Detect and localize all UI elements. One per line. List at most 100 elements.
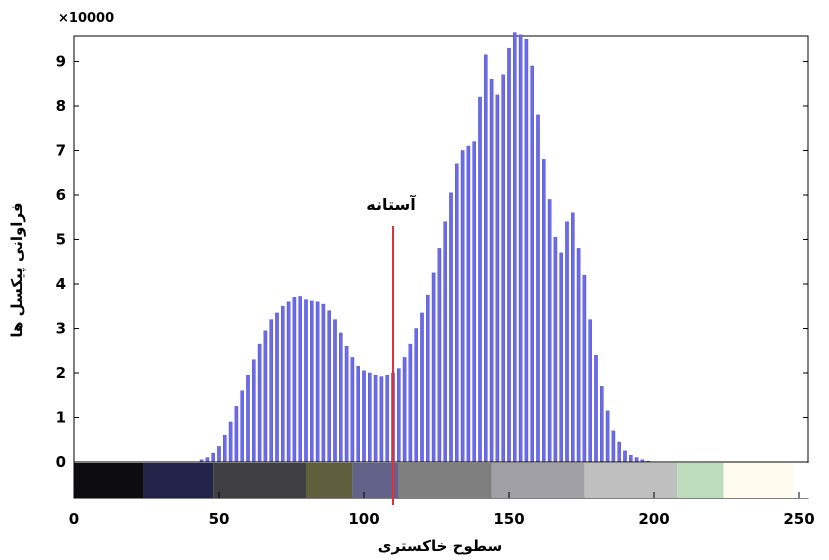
histogram-bar <box>327 310 332 463</box>
histogram-bar <box>286 301 291 463</box>
histogram-bar <box>507 47 511 463</box>
colorbar-segment <box>723 463 794 498</box>
y-tick-label: 9 <box>56 53 66 71</box>
histogram-bar <box>547 199 552 463</box>
histogram-bar <box>269 319 274 463</box>
gray-level-colorbar <box>74 463 814 498</box>
colorbar-segment <box>677 463 724 498</box>
colorbar-segment <box>584 463 678 498</box>
histogram-bar <box>217 446 221 463</box>
histogram-bar <box>251 359 256 463</box>
x-tick-label: 200 <box>638 510 669 528</box>
histogram-bar <box>518 34 523 463</box>
histogram-bar <box>571 212 575 463</box>
histogram-bar <box>356 366 361 463</box>
histogram-bar <box>472 141 477 463</box>
x-tick-label: 150 <box>493 510 524 528</box>
x-tick-label: 50 <box>209 510 230 528</box>
histogram-bar <box>228 421 233 463</box>
histogram-bar <box>379 376 384 463</box>
histogram-bar <box>420 312 424 463</box>
histogram-bar <box>281 306 285 463</box>
histogram-bar <box>205 457 210 463</box>
histogram-bar <box>437 248 442 463</box>
histogram-bar <box>530 65 534 463</box>
histogram-bar <box>600 386 604 463</box>
histogram-bar <box>495 94 500 463</box>
histogram-bar <box>565 221 569 463</box>
histogram-bar <box>553 237 558 463</box>
histogram-bar <box>257 343 262 463</box>
histogram-bar <box>304 299 308 463</box>
histogram-bar <box>292 297 297 463</box>
histogram-bar <box>443 221 448 463</box>
y-tick-label: 2 <box>56 364 66 382</box>
colorbar-segment <box>352 463 399 498</box>
histogram-bar <box>559 252 563 463</box>
histogram-bar <box>484 54 488 463</box>
colorbar-segment <box>143 463 214 498</box>
colorbar-segment <box>491 463 585 498</box>
histogram-bar <box>333 319 337 463</box>
y-axis-ticks: 0 1 2 3 4 5 6 7 8 9 <box>56 53 808 471</box>
histogram-bar <box>315 301 320 463</box>
colorbar-segment <box>306 463 353 498</box>
histogram-bar <box>634 457 639 463</box>
histogram-bar <box>431 272 436 463</box>
y-tick-label: 4 <box>56 275 66 293</box>
colorbar-segment <box>213 463 306 498</box>
histogram-bar <box>617 441 621 463</box>
histogram-bar <box>402 357 407 463</box>
histogram-bar <box>576 248 581 463</box>
histogram-bar <box>362 370 366 463</box>
histogram-bar <box>373 375 378 463</box>
y-tick-label: 7 <box>56 142 66 160</box>
histogram-bar <box>449 192 453 463</box>
colorbar-segment <box>398 463 492 498</box>
histogram-bar <box>513 32 517 463</box>
histogram-bar <box>350 357 355 463</box>
threshold-label: آستانه <box>366 194 416 214</box>
x-tick-label: 250 <box>783 510 814 528</box>
y-axis-label: فراوانی پیکسل ها <box>8 202 27 337</box>
histogram-bars <box>199 32 650 463</box>
histogram-bar <box>344 346 349 463</box>
histogram-bar <box>263 330 268 463</box>
x-axis-label: سطوح خاکستری <box>378 537 502 555</box>
histogram-bar <box>501 74 506 463</box>
histogram-bar <box>426 294 430 463</box>
histogram-bar <box>234 406 239 463</box>
histogram-bar <box>611 430 616 463</box>
y-axis-multiplier: ×10000 <box>58 11 114 26</box>
histogram-bar <box>542 159 546 463</box>
histogram-bar <box>466 145 471 463</box>
histogram-bar <box>455 163 459 463</box>
y-tick-label: 8 <box>56 97 66 115</box>
histogram-bar <box>524 39 529 463</box>
histogram-bar <box>582 274 587 463</box>
histogram-bar <box>408 343 413 463</box>
histogram-bar <box>385 375 390 463</box>
histogram-bar <box>321 303 326 463</box>
histogram-bar <box>588 319 592 463</box>
histogram-bar <box>298 296 303 463</box>
histogram-bar <box>489 79 494 463</box>
y-tick-label: 3 <box>56 320 66 338</box>
histogram-bar <box>623 450 627 463</box>
histogram-bar <box>240 390 245 463</box>
x-tick-label: 100 <box>348 510 379 528</box>
y-tick-label: 1 <box>56 409 66 427</box>
histogram-bar <box>246 375 250 463</box>
colorbar-segment <box>793 463 814 498</box>
histogram-bar <box>368 372 372 463</box>
colorbar-segment <box>74 463 144 498</box>
histogram-bar <box>460 150 465 463</box>
histogram-bar <box>222 435 227 463</box>
y-tick-label: 5 <box>56 231 66 249</box>
histogram-bar <box>605 410 610 463</box>
histogram-bar <box>478 96 482 463</box>
histogram-bar <box>310 300 314 463</box>
histogram-bar <box>594 355 598 463</box>
x-tick-label: 0 <box>69 510 79 528</box>
